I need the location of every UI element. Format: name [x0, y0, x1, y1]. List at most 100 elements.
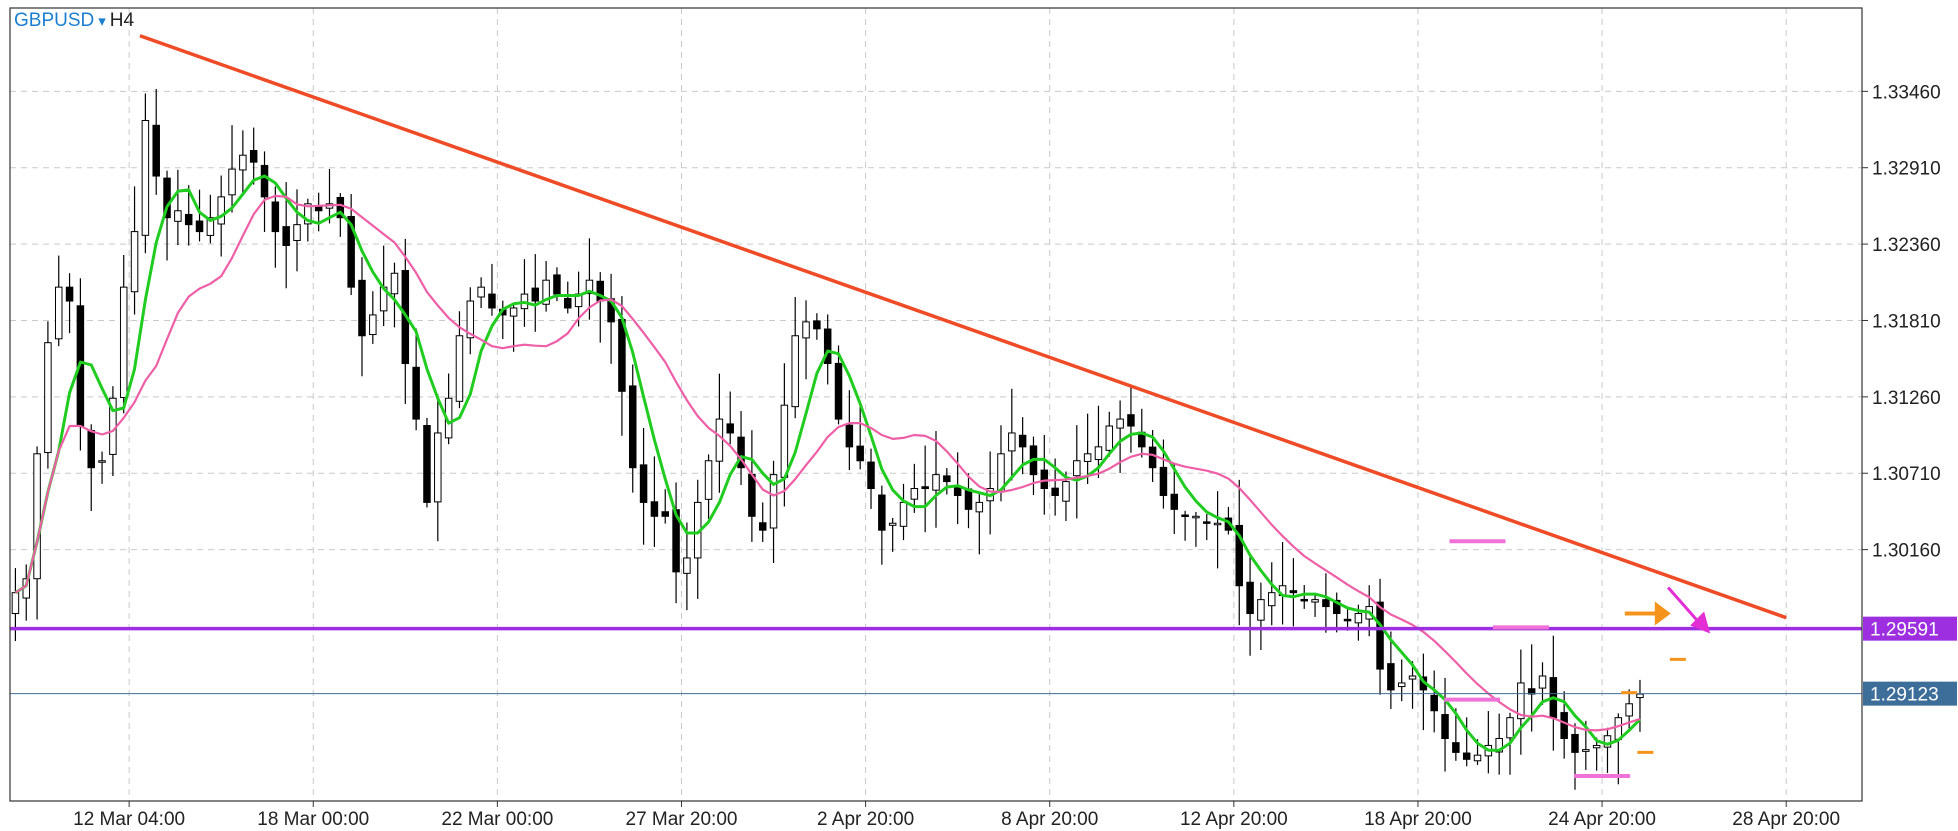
y-tick-label: 1.32360 [1872, 235, 1941, 256]
candle-body [1073, 460, 1081, 477]
candle [1170, 462, 1179, 534]
candle-body [390, 272, 399, 295]
candle-body [1289, 590, 1298, 594]
candle-body [683, 557, 691, 574]
candle-body [1203, 521, 1211, 524]
candle-body [141, 119, 150, 236]
x-tick-label: 12 Mar 04:00 [73, 809, 185, 830]
candle [228, 125, 236, 213]
candle [119, 254, 128, 414]
candle-body [1592, 744, 1601, 749]
x-tick-label: 22 Mar 00:00 [441, 809, 553, 830]
x-tick-label: 18 Apr 20:00 [1364, 809, 1472, 830]
chart-symbol-label[interactable]: GBPUSD ▾ H4 [14, 10, 134, 32]
candle [249, 127, 258, 185]
candle-body [347, 216, 355, 288]
candle [596, 272, 605, 343]
candle [65, 273, 74, 334]
candle [1127, 384, 1135, 453]
candle [1311, 593, 1319, 617]
candle [932, 431, 940, 528]
candle [1267, 562, 1276, 626]
support-level-tag-bg [1863, 616, 1957, 641]
candle-body [65, 286, 74, 302]
candle-body [98, 460, 106, 463]
candle [412, 328, 420, 431]
candle-body [802, 321, 810, 339]
candle-body [921, 486, 929, 490]
candle [1257, 582, 1265, 651]
candle-body [1300, 598, 1308, 602]
candle [1636, 679, 1644, 732]
current-price-tag-bg [1863, 681, 1957, 706]
candle-body [975, 501, 984, 513]
candle [369, 291, 377, 344]
candle-body [1257, 599, 1265, 621]
timeframe-label[interactable]: H4 [109, 10, 135, 31]
candle [899, 483, 908, 541]
candle [347, 193, 355, 296]
candle-body [304, 203, 312, 225]
candle-body [228, 168, 236, 196]
candle [423, 417, 431, 508]
candle [910, 463, 919, 513]
candle-body [1051, 487, 1059, 496]
candle-body [1159, 466, 1168, 496]
candle [1278, 542, 1287, 625]
candle-body [758, 522, 767, 531]
candle-body [899, 501, 908, 527]
candle-body [780, 404, 789, 478]
candle-body [249, 150, 258, 163]
candle-body [1116, 418, 1124, 429]
candle-body [769, 474, 778, 529]
candle-body [1332, 599, 1341, 615]
candle [1441, 677, 1449, 772]
candle-body [466, 300, 475, 339]
x-tick-label: 8 Apr 20:00 [1001, 809, 1098, 830]
candle [1495, 713, 1503, 775]
chart-annotations [1444, 539, 1711, 779]
candle-body [358, 279, 366, 337]
candle-body [964, 488, 973, 510]
candle [867, 448, 875, 509]
candle-body [1008, 432, 1016, 452]
chart-grid [10, 8, 1862, 801]
candle [163, 170, 171, 261]
candle [813, 313, 821, 340]
candle-body [1441, 714, 1449, 740]
chevron-down-icon[interactable]: ▾ [98, 13, 106, 30]
price-axis[interactable]: 1.33460 1.32910 1.32360 1.31810 1.31260 1.307… [1862, 82, 1957, 706]
candle [509, 303, 518, 352]
support-level-tag-text: 1.29591 [1870, 620, 1939, 641]
candle-body [509, 307, 518, 317]
candle [791, 296, 799, 419]
candle-body [1213, 522, 1222, 526]
current-price-tag-text: 1.29123 [1870, 685, 1939, 706]
candle-body [1397, 682, 1406, 688]
candle [1203, 514, 1211, 541]
candle [975, 491, 984, 555]
candle [585, 238, 594, 320]
candle-body [206, 217, 215, 236]
candle-body [1430, 694, 1438, 712]
candle [1430, 670, 1438, 733]
candle-body [1354, 613, 1363, 624]
candle-body [11, 592, 20, 615]
candle-body [1582, 749, 1590, 752]
candle-body [704, 460, 713, 500]
y-tick-label: 1.31810 [1872, 311, 1941, 332]
candle [33, 446, 41, 620]
candle [1603, 727, 1612, 773]
candle [260, 151, 269, 232]
chart-frame [9, 7, 1863, 802]
candle-body [845, 424, 854, 448]
candle [802, 300, 810, 380]
candle-body [369, 314, 377, 336]
candle [943, 468, 951, 495]
candle-body [628, 385, 637, 469]
candle-body [1040, 469, 1049, 490]
time-axis[interactable]: 12 Mar 04:00 18 Mar 00:00 22 Mar 00:00 27 M… [73, 801, 1840, 830]
symbol-name[interactable]: GBPUSD [14, 10, 95, 31]
candle-body [834, 362, 843, 420]
